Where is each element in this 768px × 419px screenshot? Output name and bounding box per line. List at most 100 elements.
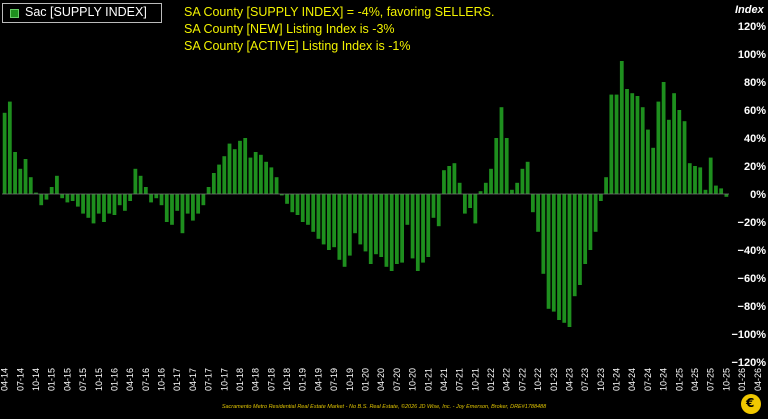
bar-82 [431,194,436,218]
x-tick-label: 07-23 [580,368,590,391]
bar-78 [410,194,415,259]
legend-swatch [10,9,19,18]
bar-32 [170,194,174,225]
bar-33 [175,194,180,211]
bar-35 [185,194,190,214]
bar-38 [201,194,206,206]
bar-20 [107,194,112,214]
x-tick-label: 04-23 [565,368,575,391]
bar-47 [248,157,253,194]
bar-133 [698,167,703,194]
bar-77 [405,194,410,225]
bar-49 [259,154,263,194]
x-tick-label: 10-15 [94,368,104,391]
bar-72 [379,194,384,257]
bar-63 [332,194,337,248]
bar-36 [191,194,195,221]
x-tick-label: 01-21 [423,368,433,391]
bar-134 [703,189,708,194]
bar-30 [159,194,164,206]
x-tick-label: 04-17 [188,368,198,391]
y-tick-label: 100% [738,49,766,61]
bar-105 [551,194,556,312]
bar-48 [253,152,258,194]
y-tick-label: −60% [738,273,767,285]
bar-131 [687,163,692,194]
bar-3 [18,168,23,194]
bar-53 [279,194,284,196]
x-tick-label: 07-21 [455,368,465,391]
x-tick-label: 01-24 [612,368,622,391]
bar-132 [693,166,697,194]
bar-14 [75,194,80,207]
y-tick-label: −80% [738,301,767,313]
bar-118 [619,61,624,194]
bar-122 [640,107,645,194]
y-tick-label: 20% [744,161,766,173]
x-tick-label: 04-18 [251,368,261,391]
y-tick-label: 60% [744,105,766,117]
bar-57 [300,194,305,222]
bar-91 [478,191,483,194]
bar-64 [337,194,342,260]
x-tick-label: 01-26 [737,368,747,391]
bar-125 [656,101,661,194]
bar-129 [677,110,682,194]
bar-115 [604,177,608,194]
bar-17 [91,194,96,224]
bar-11 [60,194,65,199]
x-tick-label: 04-22 [502,368,512,391]
bar-101 [530,194,535,213]
bar-50 [264,161,269,194]
x-tick-label: 04-24 [627,368,637,391]
bar-51 [269,167,274,194]
bar-46 [243,138,248,194]
bar-70 [368,194,373,264]
bar-97 [510,189,514,194]
x-tick-label: 01-16 [109,368,119,391]
bar-21 [112,194,117,215]
bar-31 [164,194,169,222]
x-tick-label: 07-22 [517,368,527,391]
x-tick-label: 07-24 [643,368,653,391]
bar-1 [7,101,12,194]
bar-99 [520,168,525,194]
bar-106 [557,194,561,320]
bar-80 [421,194,425,263]
x-tick-label: 10-20 [408,368,418,391]
bar-96 [504,138,509,194]
bar-119 [625,89,629,194]
x-tick-label: 01-23 [549,368,559,391]
bar-103 [541,194,546,274]
footer-credit: Sacramento Metro Residential Real Estate… [221,404,547,410]
x-tick-label: 04-19 [313,368,323,391]
y-tick-label: −120% [731,357,766,369]
x-tick-label: 04-25 [690,368,700,391]
bar-113 [593,194,598,232]
bar-75 [395,194,399,264]
bar-138 [724,194,729,197]
bar-22 [117,194,122,206]
bar-126 [661,82,666,194]
bar-137 [719,188,724,194]
bar-85 [447,166,452,194]
x-tick-label: 07-15 [78,368,88,391]
bar-90 [473,194,478,224]
x-tick-label: 07-25 [706,368,716,391]
bar-89 [468,194,472,208]
x-tick-label: 01-18 [235,368,245,391]
x-tick-label: 04-15 [62,368,72,391]
x-tick-label: 04-20 [376,368,386,391]
bar-136 [714,185,718,194]
bar-7 [39,194,44,206]
bar-13 [70,194,75,201]
x-tick-label: 10-17 [219,368,229,391]
bar-81 [426,194,431,257]
bar-123 [646,129,650,194]
bar-79 [415,194,420,271]
x-tick-label: 10-21 [470,368,480,391]
bar-44 [232,149,237,194]
bar-116 [609,94,614,194]
bar-112 [588,194,593,250]
bar-94 [494,138,499,194]
